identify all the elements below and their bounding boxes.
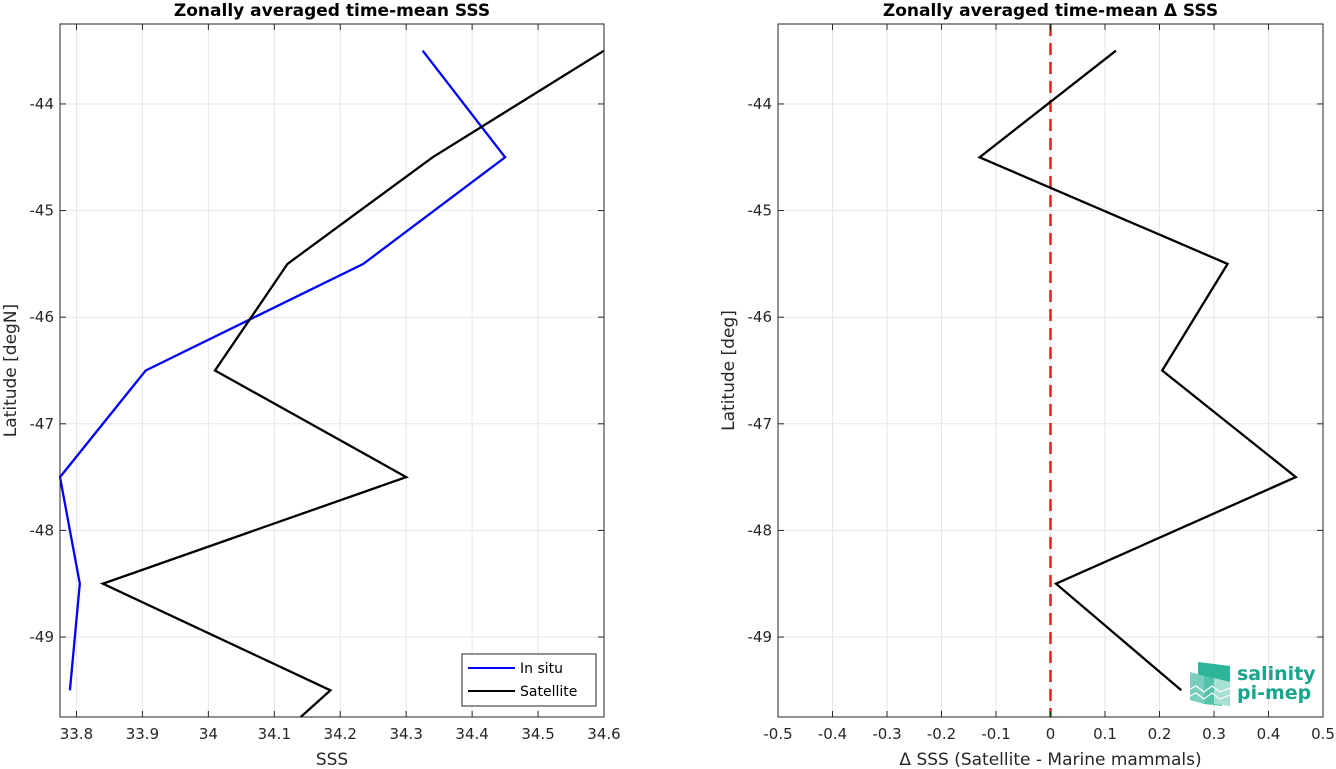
logo-icon bbox=[1187, 662, 1231, 706]
logo-text-salinity: salinity bbox=[1237, 663, 1316, 685]
logo-text-pi-mep: pi-mep bbox=[1237, 682, 1311, 704]
x-tick-label: 34.1 bbox=[258, 725, 291, 743]
x-tick-label: 34.4 bbox=[455, 725, 488, 743]
x-tick-label: -0.1 bbox=[981, 725, 1010, 743]
right-series bbox=[977, 49, 1298, 692]
y-tick-label: -48 bbox=[30, 521, 55, 539]
legend-box bbox=[461, 653, 597, 707]
right-x-axis-label: Δ SSS (Satellite - Marine mammals) bbox=[899, 750, 1201, 769]
left-ticks: 33.8 33.9 34 34.1 34.2 34.3 34.4 34.5 34.6 -44 -45… bbox=[30, 24, 621, 743]
x-tick-label: 0.3 bbox=[1202, 725, 1226, 743]
y-tick-label: -47 bbox=[30, 415, 55, 433]
x-tick-label: 34.5 bbox=[521, 725, 554, 743]
y-tick-label: -48 bbox=[748, 521, 773, 539]
x-tick-label: 0.2 bbox=[1148, 725, 1172, 743]
series-line-in-situ bbox=[58, 49, 507, 691]
x-tick-label: 33.8 bbox=[60, 725, 93, 743]
right-chart: -0.5 -0.4 -0.3 -0.2 -0.1 0 0.1 0.2 0.3 0.4 0.5 -44 -… bbox=[719, 1, 1335, 769]
y-tick-label: -44 bbox=[30, 95, 55, 113]
x-tick-label: 34.6 bbox=[587, 725, 620, 743]
legend: In situ Satellite bbox=[461, 653, 597, 707]
left-grid bbox=[60, 24, 605, 717]
y-tick-label: -44 bbox=[748, 95, 773, 113]
x-tick-label: -0.4 bbox=[818, 725, 847, 743]
left-chart: 33.8 33.9 34 34.1 34.2 34.3 34.4 34.5 34.6 -44 -45… bbox=[1, 1, 621, 769]
series-line-delta-sss bbox=[977, 49, 1298, 692]
legend-entry-in-situ: In situ bbox=[520, 661, 563, 677]
x-tick-label: -0.5 bbox=[763, 725, 792, 743]
left-axes-border bbox=[59, 23, 605, 718]
y-tick-label: -45 bbox=[748, 202, 773, 220]
y-tick-label: -46 bbox=[30, 308, 55, 326]
x-tick-label: 0.4 bbox=[1257, 725, 1281, 743]
left-series bbox=[58, 49, 605, 718]
x-tick-label: 34 bbox=[199, 725, 218, 743]
y-tick-label: -46 bbox=[748, 308, 773, 326]
x-tick-label: 0 bbox=[1046, 725, 1056, 743]
x-tick-label: 0.5 bbox=[1311, 725, 1335, 743]
left-chart-title: Zonally averaged time-mean SSS bbox=[174, 1, 490, 21]
x-tick-label: 34.2 bbox=[324, 725, 357, 743]
legend-entry-satellite: Satellite bbox=[520, 684, 577, 700]
x-tick-label: -0.3 bbox=[872, 725, 901, 743]
y-tick-label: -45 bbox=[30, 202, 55, 220]
y-tick-label: -49 bbox=[30, 628, 55, 646]
salinity-pi-mep-logo: salinity pi-mep bbox=[1187, 662, 1316, 706]
right-ticks: -0.5 -0.4 -0.3 -0.2 -0.1 0 0.1 0.2 0.3 0.4 0.5 -44 -… bbox=[748, 24, 1335, 743]
y-tick-label: -49 bbox=[748, 628, 773, 646]
left-y-axis-label: Latitude [degN] bbox=[1, 304, 21, 437]
right-y-axis-label: Latitude [deg] bbox=[719, 310, 739, 431]
left-x-axis-label: SSS bbox=[316, 750, 348, 769]
x-tick-label: 34.3 bbox=[389, 725, 422, 743]
right-chart-title: Zonally averaged time-mean Δ SSS bbox=[883, 1, 1218, 21]
x-tick-label: 0.1 bbox=[1093, 725, 1117, 743]
y-tick-label: -47 bbox=[748, 415, 773, 433]
x-tick-label: -0.2 bbox=[927, 725, 956, 743]
left-plot-area bbox=[60, 24, 604, 717]
x-tick-label: 33.9 bbox=[126, 725, 159, 743]
series-line-satellite bbox=[99, 49, 605, 718]
